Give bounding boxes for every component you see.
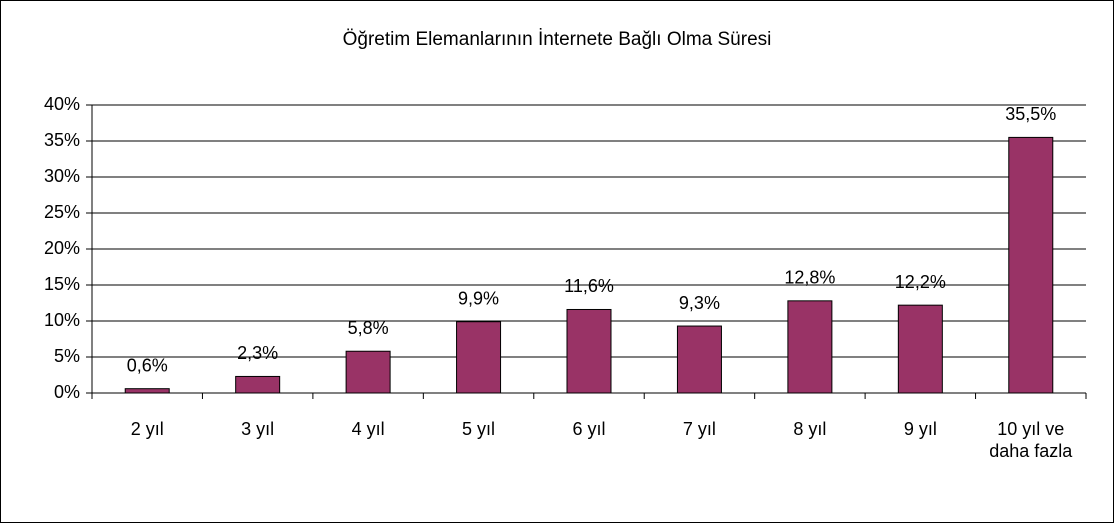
x-tick-label: 9 yıl — [904, 419, 937, 439]
data-label: 2,3% — [237, 343, 278, 363]
bar — [124, 388, 170, 394]
y-tick-label: 30% — [44, 166, 80, 186]
x-tick-label: 4 yıl — [352, 419, 385, 439]
bar — [345, 350, 391, 394]
x-tick-label: 3 yıl — [241, 419, 274, 439]
y-tick-label: 35% — [44, 130, 80, 150]
bar — [235, 375, 281, 394]
y-tick-label: 25% — [44, 202, 80, 222]
x-tick-label: 2 yıl — [131, 419, 164, 439]
chart-title: Öğretim Elemanlarının İnternete Bağlı Ol… — [343, 29, 772, 50]
y-tick-label: 15% — [44, 274, 80, 294]
bar — [787, 300, 833, 394]
data-label: 35,5% — [1005, 104, 1056, 124]
data-label: 0,6% — [127, 355, 168, 375]
data-label: 9,3% — [679, 293, 720, 313]
y-tick-label: 5% — [54, 346, 80, 366]
x-tick-label: 6 yıl — [572, 419, 605, 439]
bar — [566, 308, 612, 394]
data-label: 5,8% — [348, 318, 389, 338]
y-tick-label: 10% — [44, 310, 80, 330]
x-tick-label: 7 yıl — [683, 419, 716, 439]
data-label: 12,2% — [895, 272, 946, 292]
y-tick-label: 40% — [44, 94, 80, 114]
data-label: 9,9% — [458, 288, 499, 308]
bar — [456, 321, 502, 394]
x-tick-label: 8 yıl — [793, 419, 826, 439]
bar — [676, 325, 722, 394]
bar — [1008, 136, 1054, 394]
x-tick-label: 5 yıl — [462, 419, 495, 439]
y-tick-label: 20% — [44, 238, 80, 258]
x-tick-label: 10 yıl ve daha fazla — [989, 419, 1073, 461]
bar — [897, 304, 943, 394]
data-label: 11,6% — [564, 276, 614, 296]
data-label: 12,8% — [784, 268, 835, 288]
y-tick-label: 0% — [54, 382, 80, 402]
